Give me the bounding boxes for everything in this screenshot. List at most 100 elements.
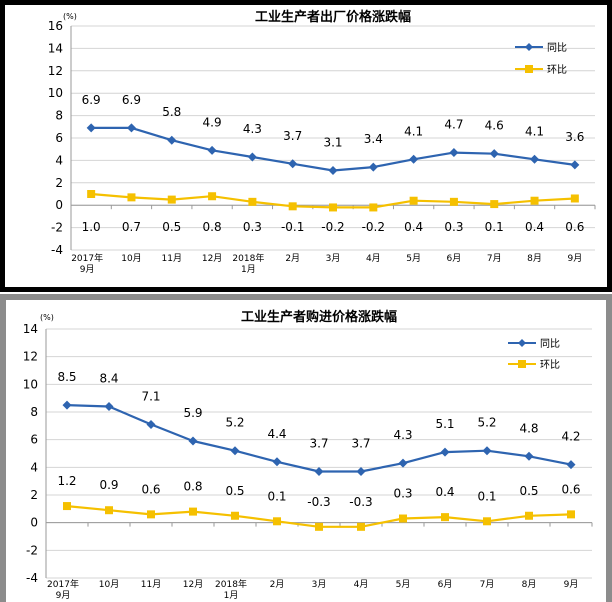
- data-label: 4.1: [404, 124, 423, 138]
- x-tick-label: 10月: [99, 579, 119, 590]
- data-label: 0.6: [141, 482, 160, 496]
- data-label: 5.1: [435, 417, 454, 431]
- data-label: 0.1: [477, 489, 496, 503]
- data-point: [356, 466, 366, 476]
- unit-label: (%): [63, 12, 77, 21]
- data-label: 0.8: [203, 220, 222, 234]
- data-label: 5.8: [162, 105, 181, 119]
- data-point: [272, 457, 282, 467]
- data-label: 0.3: [393, 487, 412, 501]
- data-label: 7.1: [141, 389, 160, 403]
- x-tick-label: 12月: [183, 579, 203, 590]
- data-label: 0.3: [243, 220, 262, 234]
- data-point: [62, 400, 72, 410]
- legend-marker: [525, 43, 533, 51]
- data-point: [189, 507, 197, 516]
- x-tick-label: 9月: [80, 264, 95, 275]
- data-point: [147, 510, 155, 519]
- data-point: [146, 419, 156, 429]
- data-label: 0.6: [561, 482, 580, 496]
- data-point: [530, 196, 539, 205]
- data-label: 4.7: [444, 118, 463, 132]
- data-label: 0.9: [99, 478, 118, 492]
- data-point: [288, 159, 298, 169]
- data-point: [357, 522, 365, 531]
- x-tick-label: 4月: [366, 253, 381, 264]
- data-point: [315, 522, 323, 531]
- data-label: -0.2: [362, 220, 385, 234]
- data-point: [399, 514, 407, 523]
- x-tick-label: 8月: [527, 253, 542, 264]
- x-tick-label: 2月: [270, 579, 285, 590]
- y-tick-label: 4: [55, 153, 63, 167]
- data-label: 3.7: [283, 129, 302, 143]
- data-point: [314, 466, 324, 476]
- y-tick-label: 2: [55, 176, 63, 190]
- data-point: [288, 202, 297, 211]
- data-point: [328, 165, 338, 175]
- x-tick-label: 5月: [406, 253, 421, 264]
- data-label: 3.7: [351, 436, 370, 450]
- chart-title: 工业生产者出厂价格涨跌幅: [255, 9, 411, 25]
- data-label: 0.4: [435, 485, 454, 499]
- data-point: [449, 148, 459, 158]
- data-point: [368, 162, 378, 172]
- data-point: [489, 149, 499, 159]
- x-tick-label: 2017年: [71, 252, 103, 264]
- data-point: [490, 200, 499, 209]
- data-point: [398, 458, 408, 468]
- data-label: 0.4: [525, 220, 544, 234]
- data-label: 4.1: [525, 124, 544, 138]
- y-tick-label: 10: [48, 86, 63, 100]
- x-tick-label: 1月: [241, 264, 256, 275]
- data-point: [449, 197, 458, 206]
- data-point: [441, 513, 449, 522]
- data-label: 0.3: [444, 220, 463, 234]
- data-point: [483, 517, 491, 526]
- y-tick-label: 4: [30, 460, 38, 474]
- data-label: 5.2: [477, 416, 496, 430]
- data-point: [273, 517, 281, 526]
- data-label: 1.2: [57, 474, 76, 488]
- data-label: 4.2: [561, 430, 580, 444]
- y-tick-label: -2: [51, 221, 63, 235]
- legend-marker: [525, 65, 533, 73]
- data-label: 0.8: [183, 480, 202, 494]
- data-label: 4.8: [519, 421, 538, 435]
- data-label: 0.4: [404, 220, 423, 234]
- data-point: [566, 460, 576, 470]
- data-point: [105, 506, 113, 515]
- y-tick-label: 0: [30, 516, 38, 530]
- data-point: [329, 203, 337, 212]
- y-tick-label: 8: [30, 405, 38, 419]
- data-label: 8.4: [99, 371, 118, 385]
- data-point: [248, 197, 257, 206]
- x-tick-label: 7月: [480, 579, 495, 590]
- y-tick-label: -4: [26, 571, 38, 585]
- x-tick-label: 3月: [326, 253, 341, 264]
- x-tick-label: 2018年: [215, 578, 247, 590]
- legend-label: 环比: [547, 64, 567, 76]
- data-label: 5.9: [183, 406, 202, 420]
- y-tick-label: 12: [23, 350, 38, 364]
- legend-marker: [518, 339, 526, 347]
- x-tick-label: 7月: [487, 253, 502, 264]
- data-point: [230, 446, 240, 456]
- data-point: [86, 123, 96, 133]
- data-point: [167, 135, 177, 145]
- chart-panel-purchase-prices: 工业生产者购进价格涨跌幅 (%) -4 -2 0 2 4 6 8 10 12 14 2017年 9月 10月…: [0, 294, 612, 602]
- x-tick-label: 9月: [56, 590, 71, 601]
- data-label: 4.6: [485, 119, 504, 133]
- data-point: [104, 401, 114, 411]
- y-tick-label: 10: [23, 377, 38, 391]
- data-label: 3.1: [323, 135, 342, 149]
- data-point: [409, 196, 418, 205]
- data-point: [167, 195, 176, 204]
- y-tick-label: 6: [30, 433, 38, 447]
- data-point: [567, 510, 575, 519]
- y-tick-label: 14: [23, 322, 38, 336]
- data-point: [127, 193, 136, 202]
- data-point: [207, 145, 217, 155]
- data-point: [231, 511, 239, 520]
- data-label: 0.5: [162, 220, 181, 234]
